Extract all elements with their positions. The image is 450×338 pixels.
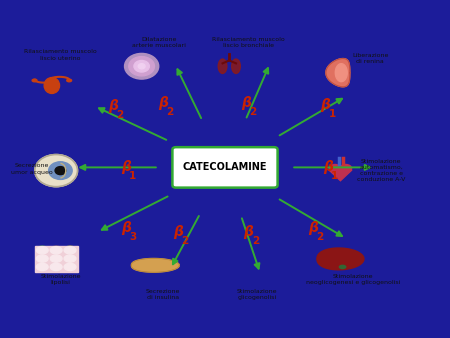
- Text: Rilasciamento muscolo
liscio uterino: Rilasciamento muscolo liscio uterino: [24, 49, 97, 61]
- Ellipse shape: [64, 255, 76, 262]
- Text: CATECOLAMINE: CATECOLAMINE: [183, 162, 267, 172]
- Text: 2: 2: [166, 107, 174, 117]
- Text: Rilasciamento muscolo
liscio bronchiale: Rilasciamento muscolo liscio bronchiale: [212, 37, 285, 48]
- Bar: [35, 246, 77, 272]
- Text: 1: 1: [129, 171, 136, 182]
- Circle shape: [55, 167, 66, 175]
- Text: 1: 1: [328, 109, 336, 119]
- Text: 3: 3: [129, 233, 136, 242]
- Text: Liberazione
di renina: Liberazione di renina: [352, 53, 388, 64]
- Ellipse shape: [36, 255, 48, 262]
- Ellipse shape: [232, 59, 240, 73]
- Text: 1: 1: [331, 171, 338, 182]
- Text: β: β: [243, 225, 253, 239]
- Polygon shape: [131, 259, 179, 272]
- Ellipse shape: [50, 263, 62, 270]
- Circle shape: [134, 61, 149, 72]
- Text: 2: 2: [250, 107, 257, 117]
- Text: β: β: [308, 221, 318, 235]
- Text: 2: 2: [116, 111, 123, 120]
- Ellipse shape: [36, 247, 48, 254]
- Text: β: β: [320, 98, 330, 112]
- Text: Stimolazione
automatismo,
contrazione e
conduzione A-V: Stimolazione automatismo, contrazione e …: [357, 159, 405, 183]
- Ellipse shape: [339, 265, 346, 268]
- Ellipse shape: [32, 79, 37, 82]
- Circle shape: [129, 57, 154, 76]
- Text: β: β: [158, 96, 168, 110]
- Text: β: β: [108, 99, 118, 113]
- Text: Stimolazione
glicogenolisi: Stimolazione glicogenolisi: [237, 289, 277, 300]
- Ellipse shape: [67, 79, 72, 82]
- Ellipse shape: [64, 247, 76, 254]
- Text: 2: 2: [181, 236, 189, 246]
- Circle shape: [35, 154, 77, 187]
- Ellipse shape: [340, 165, 351, 172]
- Text: Secrezione
umor acqueo: Secrezione umor acqueo: [11, 163, 53, 175]
- Circle shape: [49, 162, 72, 179]
- Text: β: β: [323, 161, 333, 174]
- Text: 2: 2: [252, 236, 259, 246]
- Text: Secrezione
di insulina: Secrezione di insulina: [146, 289, 180, 300]
- Ellipse shape: [50, 255, 62, 262]
- Ellipse shape: [218, 59, 227, 73]
- Text: β: β: [121, 221, 131, 235]
- Text: Dilatazione
arterie muscolari: Dilatazione arterie muscolari: [132, 37, 186, 48]
- Ellipse shape: [64, 263, 76, 270]
- Polygon shape: [335, 64, 347, 82]
- Text: Stimolazione
neoglicogenesi e glicogenolisi: Stimolazione neoglicogenesi e glicogenol…: [306, 274, 400, 285]
- Polygon shape: [317, 248, 364, 270]
- Ellipse shape: [36, 263, 48, 270]
- Text: β: β: [173, 225, 183, 239]
- Ellipse shape: [44, 77, 59, 94]
- FancyBboxPatch shape: [172, 147, 278, 188]
- Circle shape: [125, 53, 159, 79]
- Ellipse shape: [50, 247, 62, 254]
- Polygon shape: [326, 58, 350, 87]
- Ellipse shape: [329, 165, 341, 172]
- Text: 2: 2: [316, 233, 323, 242]
- Text: β: β: [242, 96, 251, 110]
- Text: β: β: [121, 161, 131, 174]
- Circle shape: [138, 64, 145, 69]
- Polygon shape: [329, 170, 352, 181]
- Text: Stimolazione
lipolisi: Stimolazione lipolisi: [40, 274, 81, 285]
